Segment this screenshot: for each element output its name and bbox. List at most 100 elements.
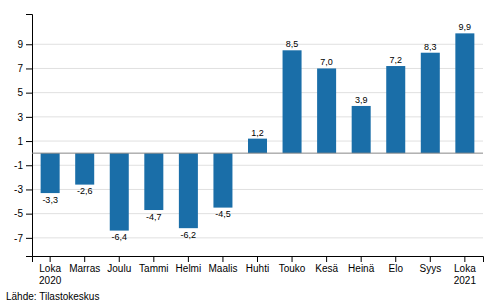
y-axis-line [26,15,33,257]
data-label: -3,3 [42,195,58,205]
y-tick-label: 7 [17,63,23,74]
x-tick-label: Huhti [246,263,269,274]
y-tick-label: 9 [17,39,23,50]
x-tick-label-line: Loka [454,263,476,274]
y-tick-mark [26,214,32,215]
data-labels: -3,3-2,6-6,4-4,7-6,2-4,51,28,57,03,97,28… [42,22,471,242]
x-tick: Loka2020 [39,256,62,286]
bar [179,153,198,228]
x-tick-label-line: Kesä [315,263,338,274]
bar [213,153,232,207]
y-tick: -7 [14,233,32,244]
x-tick-mark [395,256,396,262]
x-tick-label: Marras [69,263,100,274]
x-tick-label-line: Helmi [176,263,202,274]
bar [317,68,336,153]
y-tick-mark [26,165,32,166]
x-tick-label-line: Marras [69,263,100,274]
x-tick-label-line: 2021 [454,275,477,286]
y-tick-label: -3 [14,184,23,195]
y-tick-label: -5 [14,208,23,219]
x-tick-label: Kesä [315,263,338,274]
x-tick-label: Joulu [107,263,131,274]
zero-line [32,153,483,154]
x-tick-label-line: Joulu [107,263,131,274]
bar [110,153,129,230]
x-tick-label: Loka2020 [39,263,62,286]
data-label: -6,2 [181,230,197,240]
grid-line [32,92,483,93]
source-note: Lähde: Tilastokeskus [6,291,99,302]
bar [421,53,440,153]
data-label: -4,5 [215,209,231,219]
x-tick-label-line: Loka [39,263,61,274]
data-label: 3,9 [355,95,368,105]
data-label: 7,0 [320,57,333,67]
bar [75,153,94,184]
data-label: 7,2 [389,55,402,65]
y-tick: -1 [14,160,32,171]
x-tick-label-line: Syys [419,263,441,274]
y-tick-label: 3 [17,112,23,123]
x-tick-mark [153,256,154,262]
data-label: 1,2 [251,128,264,138]
x-tick-label: Maalis [208,263,237,274]
y-tick-mark [26,93,32,94]
x-tick: Syys [419,256,441,274]
x-tick-label-line: 2020 [39,275,62,286]
grid-line [32,213,483,214]
x-tick: Maalis [208,256,237,274]
x-tick: Touko [279,256,306,274]
y-tick-mark [26,238,32,239]
x-tick-label: Syys [419,263,441,274]
x-tick-label: Loka2021 [454,263,477,286]
x-tick: Heinä [348,256,375,274]
plot: -7-5-3-113579Loka2020MarrasJouluTammiHel… [14,15,483,286]
x-tick-mark [430,256,431,262]
grid [32,44,483,238]
x-tick-label: Helmi [176,263,202,274]
chart: -7-5-3-113579Loka2020MarrasJouluTammiHel… [0,0,493,304]
x-tick-mark [292,256,293,262]
data-label: -6,4 [112,232,128,242]
x-tick: Loka2021 [454,256,477,286]
bar [248,139,267,154]
grid-line [32,44,483,45]
bar [455,33,474,153]
x-tick-label: Tammi [139,263,168,274]
x-tick-label-line: Touko [279,263,306,274]
data-label: 9,9 [459,22,472,32]
grid-line [32,189,483,190]
x-tick-label-line: Elo [389,263,404,274]
x-tick-mark [361,256,362,262]
y-tick: -3 [14,184,32,195]
x-tick: Elo [389,256,404,274]
x-tick-mark [326,256,327,262]
y-tick-label: -1 [14,160,23,171]
data-label: 8,3 [424,42,437,52]
data-label: 8,5 [286,39,299,49]
x-tick-mark [222,256,223,262]
x-tick-mark [50,256,51,262]
bar [41,153,60,193]
x-tick-mark [188,256,189,262]
x-tick: Huhti [246,256,269,274]
x-tick-mark [84,256,85,262]
y-tick: -5 [14,208,32,219]
data-label: -4,7 [146,212,162,222]
grid-line [32,165,483,166]
y-tick-mark [26,44,32,45]
y-tick: 3 [17,112,32,123]
x-tick: Helmi [176,256,202,274]
y-tick-mark [26,189,32,190]
y-tick-label: 1 [17,136,23,147]
x-tick-mark [464,256,465,262]
x-tick-mark [257,256,258,262]
y-tick: 1 [17,136,32,147]
x-tick: Kesä [315,256,338,274]
y-tick: 5 [17,87,32,98]
grid-line [32,116,483,117]
x-axis: Loka2020MarrasJouluTammiHelmiMaalisHuhti… [33,256,484,286]
x-tick-mark [119,256,120,262]
bars [41,33,475,230]
